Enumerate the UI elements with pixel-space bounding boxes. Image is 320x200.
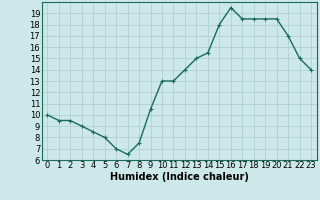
X-axis label: Humidex (Indice chaleur): Humidex (Indice chaleur) bbox=[110, 172, 249, 182]
